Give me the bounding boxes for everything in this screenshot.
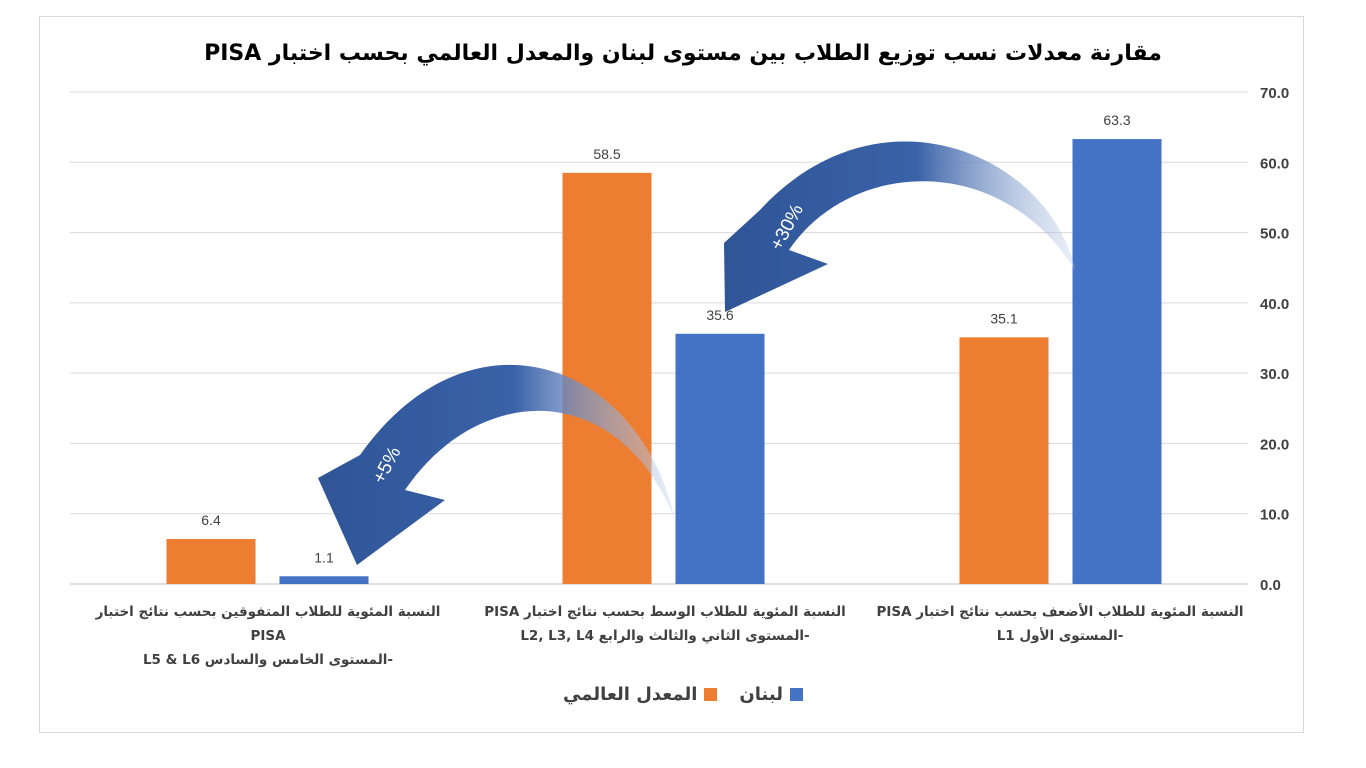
- chart-legend: لبنان المعدل العالمي: [0, 684, 1366, 705]
- bar-value-label: 63.3: [1103, 112, 1130, 128]
- legend-item-lebanon: لبنان: [739, 684, 803, 705]
- increase-arrow-30: [724, 141, 1075, 312]
- y-tick-label: 70.0: [1260, 85, 1289, 102]
- y-tick-label: 20.0: [1260, 436, 1289, 453]
- legend-swatch-lebanon: [789, 688, 803, 701]
- legend-label-lebanon: لبنان: [739, 684, 783, 705]
- y-tick-label: 50.0: [1260, 226, 1289, 243]
- bar-lebanon: [675, 333, 765, 584]
- y-tick-label: 30.0: [1260, 366, 1289, 383]
- category-label-middle-line2: -المستوى الثاني والثالث والرابع L2, L3, …: [520, 628, 810, 644]
- y-tick-label: 10.0: [1260, 507, 1289, 524]
- increase-arrow-5: [318, 364, 675, 565]
- bar-value-label: 58.5: [593, 146, 620, 162]
- bar-value-label: 35.1: [990, 310, 1017, 326]
- bar-global: [562, 172, 652, 585]
- y-tick-label: 60.0: [1260, 155, 1289, 172]
- bar-value-label: 6.4: [201, 512, 221, 528]
- category-label-middle-line1: النسبة المئوية للطلاب الوسط بحسب نتائج ا…: [484, 604, 846, 620]
- legend-item-global: المعدل العالمي: [563, 684, 718, 705]
- category-label-weak-line1: النسبة المئوية للطلاب الأضعف بحسب نتائج …: [876, 604, 1244, 620]
- bar-lebanon: [279, 576, 369, 584]
- category-label-top-line2: -المستوى الخامس والسادس L5 & L6: [142, 652, 394, 668]
- category-label-middle: النسبة المئوية للطلاب الوسط بحسب نتائج ا…: [475, 600, 855, 648]
- category-label-top-line1: النسبة المئوية للطلاب المتفوقين بحسب نتا…: [95, 604, 441, 644]
- bar-global: [166, 539, 256, 584]
- y-tick-label: 40.0: [1260, 296, 1289, 313]
- chart-title: مقارنة معدلات نسب توزيع الطلاب بين مستوى…: [204, 41, 1162, 66]
- legend-label-global: المعدل العالمي: [563, 684, 698, 705]
- legend-swatch-global: [704, 688, 718, 701]
- bar-global: [959, 337, 1049, 584]
- y-tick-label: 0.0: [1260, 577, 1281, 594]
- category-label-top: النسبة المئوية للطلاب المتفوقين بحسب نتا…: [78, 600, 458, 672]
- category-label-weak-line2: -المستوى الأول L1: [996, 628, 1124, 644]
- bar-value-label: 1.1: [314, 549, 334, 565]
- bar-lebanon: [1072, 139, 1162, 584]
- category-label-weak: النسبة المئوية للطلاب الأضعف بحسب نتائج …: [870, 600, 1250, 648]
